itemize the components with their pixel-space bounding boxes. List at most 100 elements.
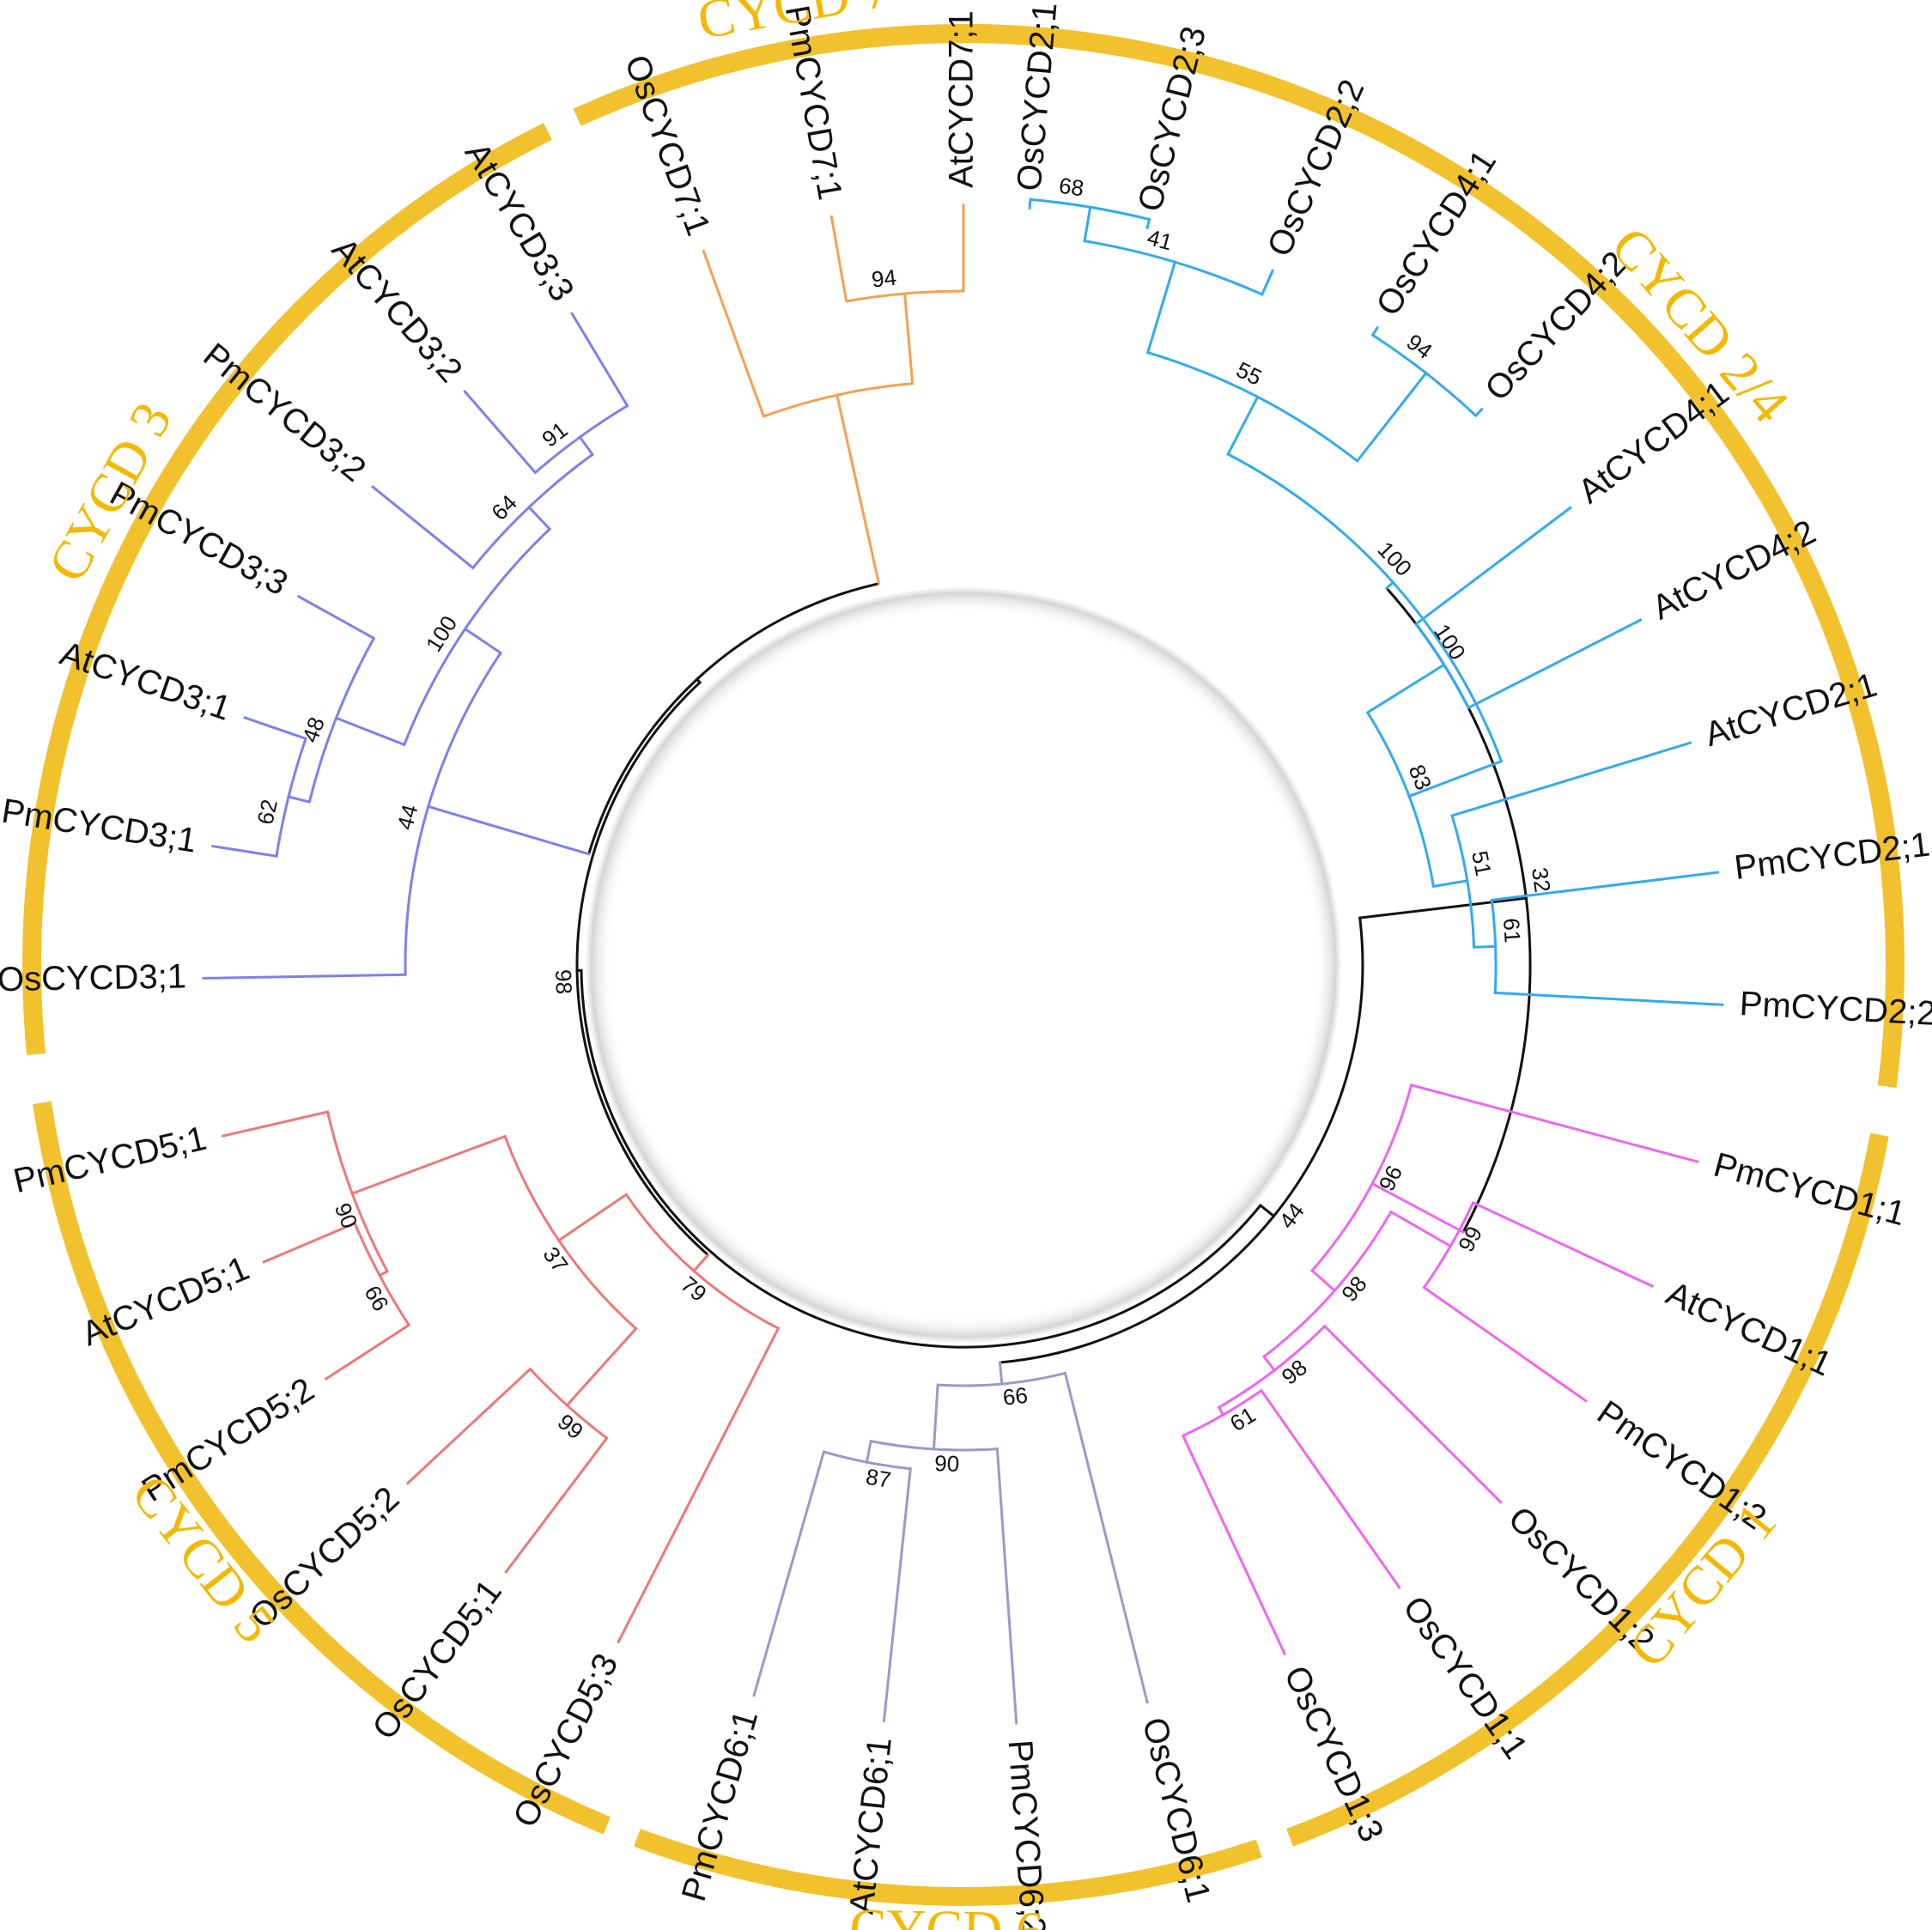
internal-branch bbox=[556, 1193, 629, 1242]
leaf-branch bbox=[1473, 407, 1484, 418]
internal-branch bbox=[1365, 663, 1446, 714]
clade-band bbox=[33, 1101, 611, 1835]
leaf-branch bbox=[262, 1221, 357, 1264]
internal-branch bbox=[932, 1383, 939, 1451]
internal-branch bbox=[865, 1439, 872, 1464]
internal-branch bbox=[1258, 1203, 1276, 1218]
leaf-branch bbox=[995, 1447, 1018, 1725]
bootstrap-label: 98 bbox=[1336, 1271, 1372, 1306]
internal-branch bbox=[1407, 759, 1504, 798]
leaf-branch bbox=[1467, 618, 1643, 710]
bootstrap-label: 66 bbox=[1001, 1382, 1029, 1411]
internal-branch bbox=[1217, 1405, 1225, 1417]
leaf-label: OsCYCD5;1 bbox=[365, 1573, 509, 1746]
branch-arc bbox=[846, 289, 964, 303]
leaf-label: AtCYCD4;1 bbox=[1571, 373, 1736, 511]
internal-branch bbox=[565, 1326, 638, 1407]
internal-branch bbox=[1388, 1210, 1453, 1248]
branch-arc bbox=[1030, 197, 1150, 222]
branch-arc bbox=[762, 382, 913, 418]
leaf-branch bbox=[752, 1450, 826, 1697]
tree-branches bbox=[202, 197, 1724, 1725]
bootstrap-label: 90 bbox=[934, 1450, 960, 1477]
bootstrap-label: 99 bbox=[1453, 1222, 1487, 1256]
leaf-branch bbox=[211, 844, 278, 859]
leaf-branch bbox=[829, 215, 848, 303]
leaf-label: OsCYCD4;2 bbox=[1478, 244, 1634, 408]
branch-arc bbox=[938, 1371, 1066, 1387]
internal-branch bbox=[578, 435, 595, 457]
bootstrap-label: 98 bbox=[1277, 1354, 1312, 1390]
inner-ring-shadow bbox=[586, 587, 1341, 1343]
leaf-branch bbox=[243, 715, 308, 741]
branch-arc bbox=[1084, 240, 1263, 296]
branch-arc bbox=[587, 582, 879, 855]
bootstrap-label: 87 bbox=[864, 1464, 892, 1493]
branch-arc bbox=[1371, 333, 1477, 417]
internal-branch bbox=[1261, 1355, 1277, 1373]
leaf-branch bbox=[1322, 1324, 1503, 1504]
internal-branch bbox=[334, 716, 406, 747]
leaf-branch bbox=[617, 1326, 781, 1644]
branch-arc bbox=[823, 1450, 911, 1471]
bootstrap-label: 55 bbox=[1232, 356, 1266, 391]
leaf-branch bbox=[371, 484, 475, 570]
internal-branch bbox=[1473, 944, 1498, 949]
branch-arc bbox=[403, 528, 551, 745]
internal-branch bbox=[835, 393, 881, 586]
leaf-branch bbox=[570, 312, 629, 408]
bootstrap-label: 61 bbox=[1225, 1401, 1260, 1436]
leaf-branch bbox=[463, 389, 538, 475]
leaf-branch bbox=[296, 594, 376, 640]
leaf-label: AtCYCD3;2 bbox=[325, 231, 470, 390]
bootstrap-label: 94 bbox=[870, 264, 897, 293]
internal-branch bbox=[998, 1361, 1004, 1386]
bootstrap-label: 37 bbox=[538, 1242, 573, 1278]
leaf-branch bbox=[1450, 741, 1692, 817]
leaf-branch bbox=[405, 1367, 532, 1485]
bootstrap-label: 44 bbox=[1273, 1198, 1309, 1233]
leaf-branch bbox=[1422, 1285, 1588, 1403]
clade-band bbox=[573, 23, 1037, 126]
bootstrap-label: 98 bbox=[550, 969, 577, 995]
bootstrap-label: 100 bbox=[1429, 619, 1471, 665]
clade-label: CYCD 6 bbox=[849, 1897, 1044, 1930]
internal-branch bbox=[1370, 1181, 1466, 1235]
branch-arc bbox=[999, 917, 1364, 1364]
branch-arc bbox=[534, 404, 629, 474]
internal-branch bbox=[1431, 879, 1469, 889]
leaf-branch bbox=[1370, 325, 1380, 337]
leaf-branch bbox=[324, 1323, 411, 1381]
bootstrap-label: 44 bbox=[392, 802, 422, 833]
leaf-branch bbox=[1259, 1388, 1401, 1589]
leaf-branch bbox=[882, 1467, 912, 1722]
internal-branch bbox=[350, 1134, 507, 1196]
branch-arc bbox=[1227, 452, 1503, 762]
bootstrap-label: 90 bbox=[330, 1199, 363, 1232]
branch-arc bbox=[870, 1440, 998, 1452]
branch-arc bbox=[625, 1193, 780, 1330]
leaf-branch bbox=[1260, 269, 1274, 296]
branch-arc bbox=[1147, 351, 1358, 463]
leaf-branch bbox=[221, 1110, 330, 1138]
bootstrap-label: 61 bbox=[1498, 917, 1526, 944]
branch-arc bbox=[404, 652, 502, 975]
branch-arc bbox=[1385, 587, 1532, 1233]
leaf-branch bbox=[1471, 1200, 1655, 1288]
leaf-branch bbox=[1145, 217, 1151, 230]
branch-arc bbox=[1366, 712, 1435, 887]
internal-branch bbox=[378, 1269, 390, 1278]
branch-arc bbox=[1218, 1325, 1326, 1409]
leaf-label: AtCYCD4;2 bbox=[1646, 513, 1821, 627]
leaf-label: AtCYCD2;1 bbox=[1700, 666, 1881, 755]
branch-arc bbox=[471, 453, 593, 569]
leaf-label: AtCYCD7;1 bbox=[943, 10, 981, 188]
clade-band bbox=[634, 1828, 1262, 1906]
internal-branch bbox=[1355, 371, 1428, 464]
bootstrap-label: 68 bbox=[1057, 173, 1085, 202]
clade-band bbox=[971, 24, 1905, 1089]
leaf-branch bbox=[504, 1435, 609, 1574]
branch-arc bbox=[1182, 1389, 1262, 1437]
branch-arc bbox=[307, 637, 375, 803]
leaf-label: OsCYCD3;1 bbox=[0, 957, 186, 998]
